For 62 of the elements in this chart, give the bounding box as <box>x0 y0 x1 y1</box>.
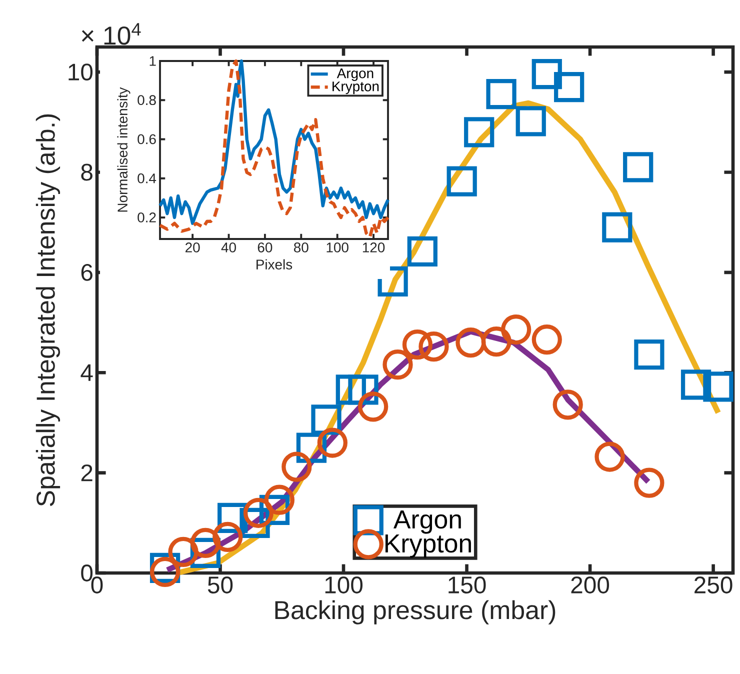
x-tick-label: 50 <box>208 576 233 594</box>
point <box>554 72 584 102</box>
y-axis-title: Normalised intensity <box>117 87 130 212</box>
point <box>190 528 221 558</box>
point <box>532 324 562 355</box>
x-tick-label: 100 <box>326 242 348 252</box>
y-tick-label: 4 <box>80 364 93 381</box>
x-tick-label: 200 <box>571 576 610 594</box>
x-tick-label: 150 <box>448 576 486 594</box>
point <box>358 392 388 422</box>
point <box>348 374 378 405</box>
point <box>501 314 532 345</box>
x-tick-label: 40 <box>221 242 236 252</box>
point <box>634 468 664 498</box>
y-tick-label: 0.4 <box>138 173 156 184</box>
y-tick-label: 0.6 <box>138 134 156 144</box>
x-tick-label: 250 <box>694 576 732 594</box>
text: × 10$^{4}$ <box>82 23 141 45</box>
x-axis-title: Backing pressure (mbar) <box>275 600 556 624</box>
legend-label: Argon <box>336 68 374 81</box>
y-axis-title: Spatially Integrated Intensity (arb.) <box>36 114 60 506</box>
point <box>516 106 546 136</box>
point <box>418 332 449 362</box>
point <box>602 212 632 242</box>
y-tick-label: 0.2 <box>138 212 156 222</box>
y-tick-label: 6 <box>81 264 92 281</box>
point <box>623 152 654 182</box>
x-tick-label: 60 <box>258 242 272 252</box>
point <box>594 442 625 472</box>
x-axis-title: Pixels <box>256 259 292 270</box>
point <box>264 484 294 515</box>
y-tick-label: 0 <box>81 564 93 582</box>
point <box>634 340 664 370</box>
point <box>168 536 198 568</box>
point <box>464 117 494 148</box>
point <box>532 58 562 90</box>
legend-label: Krypton <box>332 82 379 94</box>
point <box>552 390 583 420</box>
legend-label: Krypton <box>385 534 471 558</box>
y-tick-label: 1 <box>150 56 156 66</box>
point <box>446 166 477 196</box>
y-tick-label: 10 <box>68 64 93 81</box>
point <box>407 236 438 266</box>
x-tick-label: 80 <box>294 242 308 252</box>
point <box>317 428 348 458</box>
point <box>243 498 274 528</box>
y-tick-label: 2 <box>81 464 92 482</box>
y-tick-label: 0.8 <box>138 95 156 106</box>
point <box>486 79 516 110</box>
point <box>402 330 433 360</box>
legend-label: Argon <box>393 510 461 534</box>
x-tick-label: 120 <box>362 242 385 252</box>
point <box>680 370 712 400</box>
x-tick-label: 100 <box>325 576 363 594</box>
point <box>481 326 512 357</box>
point <box>282 452 312 482</box>
point <box>703 372 734 402</box>
point <box>382 350 413 380</box>
y-tick-label: 8 <box>81 164 92 181</box>
x-tick-label: 20 <box>186 242 200 252</box>
point <box>212 522 243 552</box>
point <box>456 327 486 358</box>
